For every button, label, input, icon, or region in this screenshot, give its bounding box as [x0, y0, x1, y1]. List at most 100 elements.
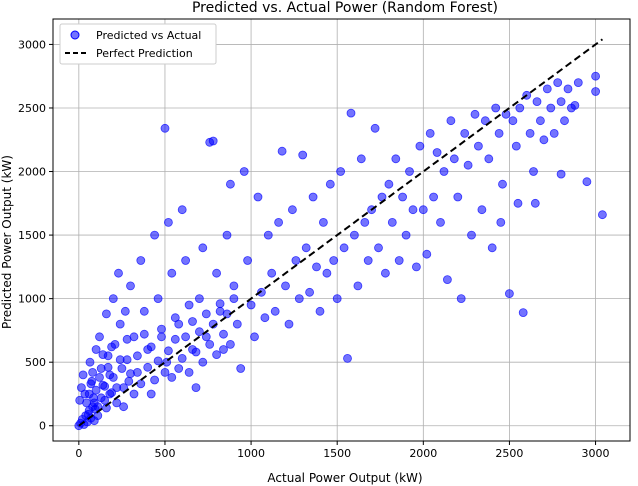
data-point-26 — [102, 309, 111, 319]
data-point-190 — [102, 403, 111, 413]
data-point-171 — [582, 177, 592, 187]
y-tick-label-4: 2000 — [18, 166, 46, 179]
data-point-148 — [494, 128, 504, 138]
data-point-97 — [318, 217, 328, 227]
x-tick-label-6: 3000 — [582, 447, 610, 460]
data-point-107 — [353, 281, 363, 291]
data-point-128 — [425, 128, 435, 138]
perfect-prediction-line — [78, 38, 604, 427]
data-point-204 — [143, 362, 153, 372]
data-point-216 — [184, 367, 194, 377]
data-point-130 — [432, 148, 442, 157]
data-point-20 — [91, 345, 101, 354]
data-point-106 — [349, 230, 359, 240]
x-tick-label-4: 2000 — [409, 447, 437, 460]
data-point-127 — [422, 249, 432, 259]
data-point-136 — [453, 192, 463, 202]
data-point-43 — [136, 256, 146, 265]
data-point-213 — [174, 319, 184, 329]
x-axis-label: Actual Power Output (kW) — [267, 471, 422, 485]
data-point-89 — [291, 256, 301, 265]
legend-scatter-label: Predicted vs Actual — [96, 29, 201, 42]
data-point-122 — [405, 167, 414, 176]
x-tick-label-5: 2500 — [495, 447, 523, 460]
data-point-203 — [139, 329, 149, 339]
data-point-74 — [239, 167, 249, 176]
data-point-159 — [532, 97, 542, 106]
data-point-91 — [298, 150, 308, 160]
data-point-14 — [82, 398, 91, 408]
data-point-16 — [85, 357, 95, 367]
data-points — [74, 71, 607, 431]
data-point-99 — [325, 179, 335, 189]
data-point-144 — [480, 116, 490, 126]
data-point-118 — [391, 154, 401, 164]
data-point-133 — [442, 275, 452, 285]
data-point-94 — [308, 192, 318, 202]
data-point-206 — [150, 375, 160, 385]
data-point-142 — [473, 141, 483, 151]
data-point-151 — [504, 289, 514, 299]
data-point-53 — [167, 268, 177, 278]
data-point-182 — [88, 367, 97, 377]
data-point-181 — [86, 379, 96, 389]
data-point-191 — [103, 362, 113, 372]
data-point-116 — [384, 179, 394, 189]
data-point-172 — [591, 71, 600, 81]
data-point-147 — [491, 103, 501, 113]
data-point-83 — [270, 306, 280, 316]
data-point-221 — [201, 309, 211, 319]
data-point-95 — [312, 262, 321, 272]
y-tick-label-2: 1000 — [18, 293, 46, 306]
legend-box — [59, 23, 217, 65]
data-point-68 — [219, 345, 228, 354]
data-point-100 — [329, 256, 339, 265]
data-point-168 — [563, 84, 573, 94]
data-point-143 — [477, 205, 487, 215]
data-point-137 — [456, 294, 466, 304]
data-point-180 — [84, 389, 94, 399]
data-point-160 — [536, 116, 545, 126]
data-point-167 — [560, 116, 569, 126]
data-point-72 — [232, 319, 242, 329]
data-point-52 — [163, 217, 173, 227]
data-point-37 — [120, 306, 130, 316]
data-point-49 — [157, 332, 166, 342]
data-point-82 — [267, 268, 277, 278]
data-point-12 — [78, 370, 88, 380]
data-point-170 — [573, 78, 583, 87]
y-tick-label-6: 3000 — [18, 38, 46, 51]
data-point-61 — [194, 294, 204, 304]
data-point-208 — [157, 324, 166, 334]
y-tick-label-5: 2500 — [18, 102, 46, 115]
reference-line — [78, 38, 604, 427]
data-point-225 — [215, 299, 225, 309]
data-point-194 — [108, 372, 118, 382]
data-point-192 — [105, 389, 115, 399]
data-point-109 — [360, 217, 370, 227]
data-point-85 — [277, 146, 287, 156]
y-tick-label-3: 1500 — [18, 229, 46, 242]
data-point-132 — [439, 167, 449, 176]
legend-line-label: Perfect Prediction — [96, 47, 193, 60]
data-point-129 — [429, 192, 439, 202]
data-point-138 — [460, 128, 470, 138]
data-point-101 — [332, 294, 342, 304]
data-point-226 — [219, 329, 228, 339]
data-point-166 — [556, 97, 566, 106]
x-tick-label-0: 0 — [75, 447, 82, 460]
data-point-175 — [570, 101, 580, 110]
data-point-105 — [346, 108, 356, 118]
data-point-173 — [598, 210, 607, 220]
data-point-119 — [394, 256, 404, 265]
data-point-229 — [229, 294, 239, 304]
data-point-174 — [591, 87, 600, 96]
data-point-186 — [95, 372, 104, 382]
data-point-145 — [484, 154, 494, 164]
data-point-195 — [112, 398, 122, 408]
data-point-86 — [281, 281, 290, 291]
data-point-176 — [556, 169, 566, 179]
data-point-78 — [253, 192, 263, 202]
data-point-135 — [449, 154, 459, 164]
data-point-157 — [525, 128, 535, 138]
